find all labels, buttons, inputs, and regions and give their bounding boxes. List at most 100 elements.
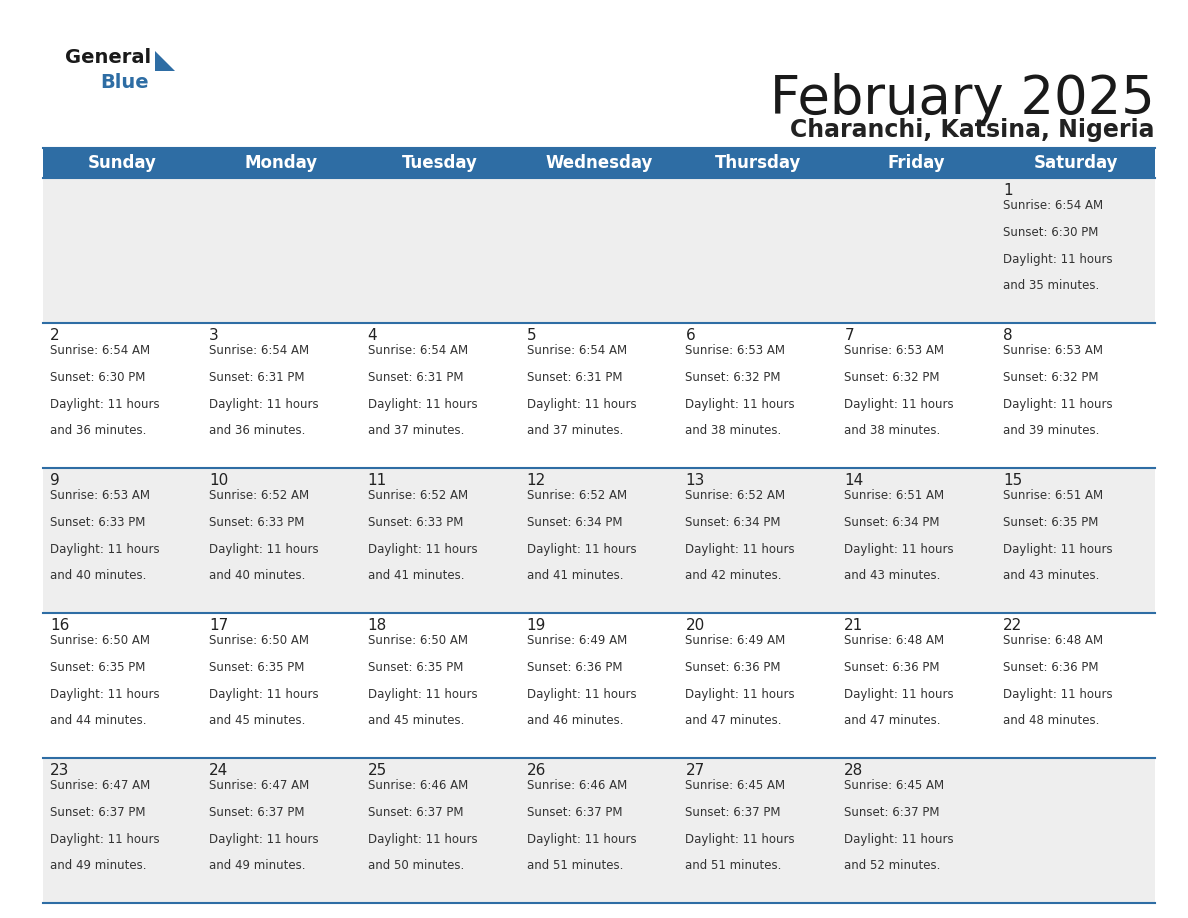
Bar xyxy=(43,613,202,758)
Text: and 47 minutes.: and 47 minutes. xyxy=(685,714,782,727)
Text: Sunset: 6:33 PM: Sunset: 6:33 PM xyxy=(368,516,463,529)
Bar xyxy=(519,613,678,758)
Bar xyxy=(997,178,1155,323)
Text: and 39 minutes.: and 39 minutes. xyxy=(1003,424,1100,438)
Text: Sunset: 6:30 PM: Sunset: 6:30 PM xyxy=(50,371,145,384)
Text: Daylight: 11 hours: Daylight: 11 hours xyxy=(845,543,954,555)
Text: 3: 3 xyxy=(209,328,219,343)
Text: Sunrise: 6:49 AM: Sunrise: 6:49 AM xyxy=(526,634,627,647)
Text: and 51 minutes.: and 51 minutes. xyxy=(526,859,623,872)
Text: 18: 18 xyxy=(368,618,387,633)
Text: and 46 minutes.: and 46 minutes. xyxy=(526,714,623,727)
Text: Sunset: 6:32 PM: Sunset: 6:32 PM xyxy=(685,371,781,384)
Text: Sunset: 6:35 PM: Sunset: 6:35 PM xyxy=(1003,516,1099,529)
Text: 5: 5 xyxy=(526,328,536,343)
Text: Sunrise: 6:52 AM: Sunrise: 6:52 AM xyxy=(685,489,785,502)
Text: 21: 21 xyxy=(845,618,864,633)
Text: and 41 minutes.: and 41 minutes. xyxy=(526,569,623,583)
Text: Sunrise: 6:45 AM: Sunrise: 6:45 AM xyxy=(845,779,944,792)
Bar xyxy=(361,178,519,323)
Text: 19: 19 xyxy=(526,618,546,633)
Text: Monday: Monday xyxy=(245,154,318,172)
Text: and 49 minutes.: and 49 minutes. xyxy=(209,859,305,872)
Text: Daylight: 11 hours: Daylight: 11 hours xyxy=(845,688,954,700)
Text: Daylight: 11 hours: Daylight: 11 hours xyxy=(368,688,478,700)
Text: 6: 6 xyxy=(685,328,695,343)
Text: Sunrise: 6:53 AM: Sunrise: 6:53 AM xyxy=(685,344,785,357)
Text: Daylight: 11 hours: Daylight: 11 hours xyxy=(1003,688,1113,700)
Text: Saturday: Saturday xyxy=(1034,154,1118,172)
Text: Sunrise: 6:48 AM: Sunrise: 6:48 AM xyxy=(1003,634,1104,647)
Text: and 52 minutes.: and 52 minutes. xyxy=(845,859,941,872)
Text: and 49 minutes.: and 49 minutes. xyxy=(50,859,146,872)
Text: Daylight: 11 hours: Daylight: 11 hours xyxy=(685,543,795,555)
Text: Sunrise: 6:54 AM: Sunrise: 6:54 AM xyxy=(368,344,468,357)
Text: 8: 8 xyxy=(1003,328,1012,343)
Text: 2: 2 xyxy=(50,328,59,343)
Text: Sunset: 6:32 PM: Sunset: 6:32 PM xyxy=(845,371,940,384)
Text: 1: 1 xyxy=(1003,183,1012,198)
Text: 17: 17 xyxy=(209,618,228,633)
Bar xyxy=(838,758,997,903)
Text: Daylight: 11 hours: Daylight: 11 hours xyxy=(50,688,159,700)
Text: 25: 25 xyxy=(368,763,387,778)
Bar xyxy=(43,758,202,903)
Bar xyxy=(519,178,678,323)
Text: Sunset: 6:31 PM: Sunset: 6:31 PM xyxy=(526,371,623,384)
Text: 10: 10 xyxy=(209,473,228,488)
Text: Sunrise: 6:48 AM: Sunrise: 6:48 AM xyxy=(845,634,944,647)
Text: Daylight: 11 hours: Daylight: 11 hours xyxy=(1003,543,1113,555)
Text: Sunrise: 6:50 AM: Sunrise: 6:50 AM xyxy=(50,634,150,647)
Text: Sunset: 6:30 PM: Sunset: 6:30 PM xyxy=(1003,226,1099,239)
Text: and 37 minutes.: and 37 minutes. xyxy=(368,424,465,438)
Bar xyxy=(519,758,678,903)
Text: Sunset: 6:37 PM: Sunset: 6:37 PM xyxy=(368,806,463,819)
Text: Thursday: Thursday xyxy=(715,154,801,172)
Bar xyxy=(838,468,997,613)
Text: and 50 minutes.: and 50 minutes. xyxy=(368,859,465,872)
Text: 7: 7 xyxy=(845,328,854,343)
Text: and 51 minutes.: and 51 minutes. xyxy=(685,859,782,872)
Bar xyxy=(519,323,678,468)
Bar xyxy=(202,468,361,613)
Text: Sunset: 6:35 PM: Sunset: 6:35 PM xyxy=(368,661,463,674)
Text: 15: 15 xyxy=(1003,473,1023,488)
Text: 28: 28 xyxy=(845,763,864,778)
Text: Daylight: 11 hours: Daylight: 11 hours xyxy=(526,543,637,555)
Text: 14: 14 xyxy=(845,473,864,488)
Text: Sunrise: 6:49 AM: Sunrise: 6:49 AM xyxy=(685,634,785,647)
Text: Sunrise: 6:54 AM: Sunrise: 6:54 AM xyxy=(209,344,309,357)
Text: Sunset: 6:31 PM: Sunset: 6:31 PM xyxy=(209,371,304,384)
Text: Sunrise: 6:50 AM: Sunrise: 6:50 AM xyxy=(209,634,309,647)
Text: and 35 minutes.: and 35 minutes. xyxy=(1003,279,1099,293)
Text: Sunset: 6:37 PM: Sunset: 6:37 PM xyxy=(50,806,145,819)
Bar xyxy=(678,613,838,758)
Text: 11: 11 xyxy=(368,473,387,488)
Text: Blue: Blue xyxy=(100,73,148,92)
Text: 4: 4 xyxy=(368,328,378,343)
Text: 23: 23 xyxy=(50,763,69,778)
Text: and 48 minutes.: and 48 minutes. xyxy=(1003,714,1100,727)
Text: Sunrise: 6:47 AM: Sunrise: 6:47 AM xyxy=(50,779,150,792)
Bar xyxy=(519,468,678,613)
Polygon shape xyxy=(154,51,175,71)
Bar xyxy=(838,178,997,323)
Text: Sunset: 6:36 PM: Sunset: 6:36 PM xyxy=(845,661,940,674)
Bar xyxy=(678,148,838,178)
Text: Daylight: 11 hours: Daylight: 11 hours xyxy=(368,543,478,555)
Text: Sunrise: 6:52 AM: Sunrise: 6:52 AM xyxy=(526,489,627,502)
Text: Sunset: 6:36 PM: Sunset: 6:36 PM xyxy=(1003,661,1099,674)
Text: and 36 minutes.: and 36 minutes. xyxy=(209,424,305,438)
Bar xyxy=(678,758,838,903)
Bar xyxy=(361,323,519,468)
Text: Sunday: Sunday xyxy=(88,154,157,172)
Text: Daylight: 11 hours: Daylight: 11 hours xyxy=(368,833,478,845)
Text: and 43 minutes.: and 43 minutes. xyxy=(845,569,941,583)
Text: Sunrise: 6:52 AM: Sunrise: 6:52 AM xyxy=(368,489,468,502)
Text: Sunrise: 6:54 AM: Sunrise: 6:54 AM xyxy=(526,344,627,357)
Text: and 45 minutes.: and 45 minutes. xyxy=(209,714,305,727)
Text: Daylight: 11 hours: Daylight: 11 hours xyxy=(845,833,954,845)
Bar xyxy=(997,758,1155,903)
Text: and 42 minutes.: and 42 minutes. xyxy=(685,569,782,583)
Bar xyxy=(202,178,361,323)
